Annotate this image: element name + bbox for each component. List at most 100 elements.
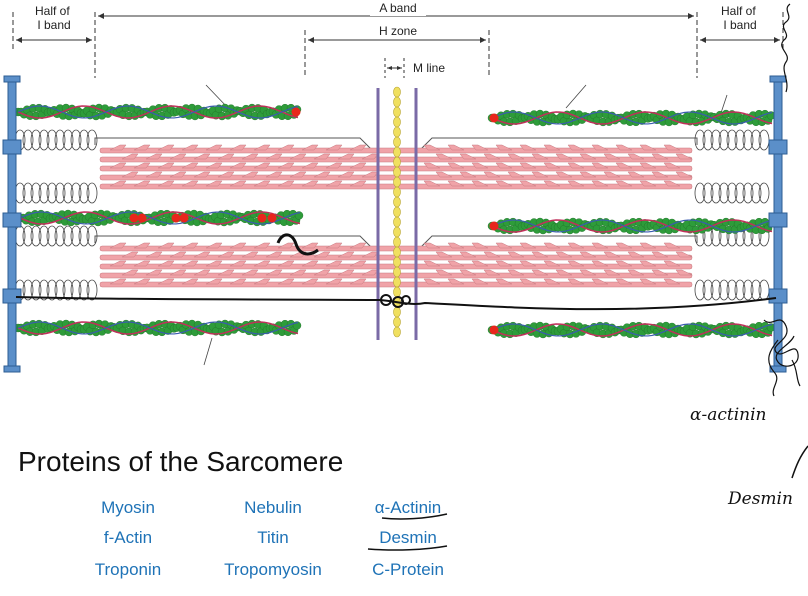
myosin-head [169,171,187,178]
titin-coil [694,129,706,151]
myosin-head [435,171,453,178]
myosin-head [471,162,489,169]
m-line-bead [393,96,401,108]
myosin-head [495,162,513,169]
titin-coil [46,225,58,247]
myosin-head [447,144,465,151]
myosin-head [423,180,441,187]
titin-coil [742,182,754,204]
myosin-head [615,144,633,151]
tropomyosin-strand [19,211,301,225]
myosin-head [325,180,343,187]
myosin-head [555,269,573,276]
titin-coil [718,279,730,301]
myosin-head [519,180,537,187]
myosin-head [495,278,513,285]
m-line-bead [393,136,401,148]
m-line-bead [393,186,401,198]
myosin-head [181,242,199,249]
myosin-head [109,180,127,187]
m-line-bead [393,126,401,138]
myosin-head [265,153,283,160]
myosin-head [265,251,283,258]
myosin-head [555,171,573,178]
m-line-bead [393,246,401,258]
myosin-head [447,180,465,187]
myosin-head [675,251,693,258]
myosin-head [253,278,271,285]
myosin-head [651,251,669,258]
myosin-head [627,269,645,276]
myosin-head [639,260,657,267]
myosin-head [615,260,633,267]
myosin-head [169,251,187,258]
m-line-bead [393,196,401,208]
myosin-head [289,171,307,178]
titin-coil [70,279,82,301]
myosin-head [531,251,549,258]
titin-coil [22,225,34,247]
myosin-head [337,171,355,178]
myosin-head [313,153,331,160]
myosin-head [121,153,139,160]
myosin-head [301,242,319,249]
titin-coil [46,182,58,204]
titin-coil [62,225,74,247]
myosin-head [519,162,537,169]
titin-coil [46,129,58,151]
myosin-head [181,162,199,169]
myosin-head [313,269,331,276]
tropomyosin-strand [491,111,773,125]
myosin-head [109,162,127,169]
myosin-head [133,144,151,151]
protein-tropomyosin: Tropomyosin [224,560,322,579]
titin-coil [30,225,42,247]
myosin-head [423,278,441,285]
titin-coil [62,129,74,151]
myosin-head [435,153,453,160]
titin-coil [702,129,714,151]
m-line-bead [393,226,401,238]
titin-coil [710,279,722,301]
z-disc-right [768,75,788,373]
myosin-head [301,278,319,285]
myosin-head [229,242,247,249]
titin-coil [62,279,74,301]
myosin-head [133,242,151,249]
myosin-head [543,180,561,187]
protein-alpha-actinin: α-Actinin [374,498,442,517]
myosin-head [349,144,367,151]
myosin-head [205,242,223,249]
myosin-head [217,153,235,160]
myosin-head [651,153,669,160]
myosin-head [109,260,127,267]
myosin-head [603,269,621,276]
myosin-head [169,269,187,276]
titin-coil [710,182,722,204]
myosin-head [145,171,163,178]
myosin-head [277,260,295,267]
troponin-bead [489,325,499,335]
myosin-head [157,242,175,249]
myosin-head [447,278,465,285]
titin-coil [694,182,706,204]
myosin-head [301,162,319,169]
myosin-head [253,260,271,267]
myosin-head [229,278,247,285]
myosin-head [193,269,211,276]
myosin-head [615,180,633,187]
myosin-head [181,144,199,151]
squiggle-mark [276,233,319,256]
myosin-head [663,260,681,267]
titin-coil [22,129,34,151]
myosin-head [157,180,175,187]
titin-coil [718,129,730,151]
titin-coil [54,279,66,301]
m-line-bead [393,276,401,288]
titin-coil [70,182,82,204]
titin-coil [54,129,66,151]
myosin-head [495,180,513,187]
titin-coil [46,279,58,301]
m-line-bead [393,216,401,228]
titin-coil [726,129,738,151]
